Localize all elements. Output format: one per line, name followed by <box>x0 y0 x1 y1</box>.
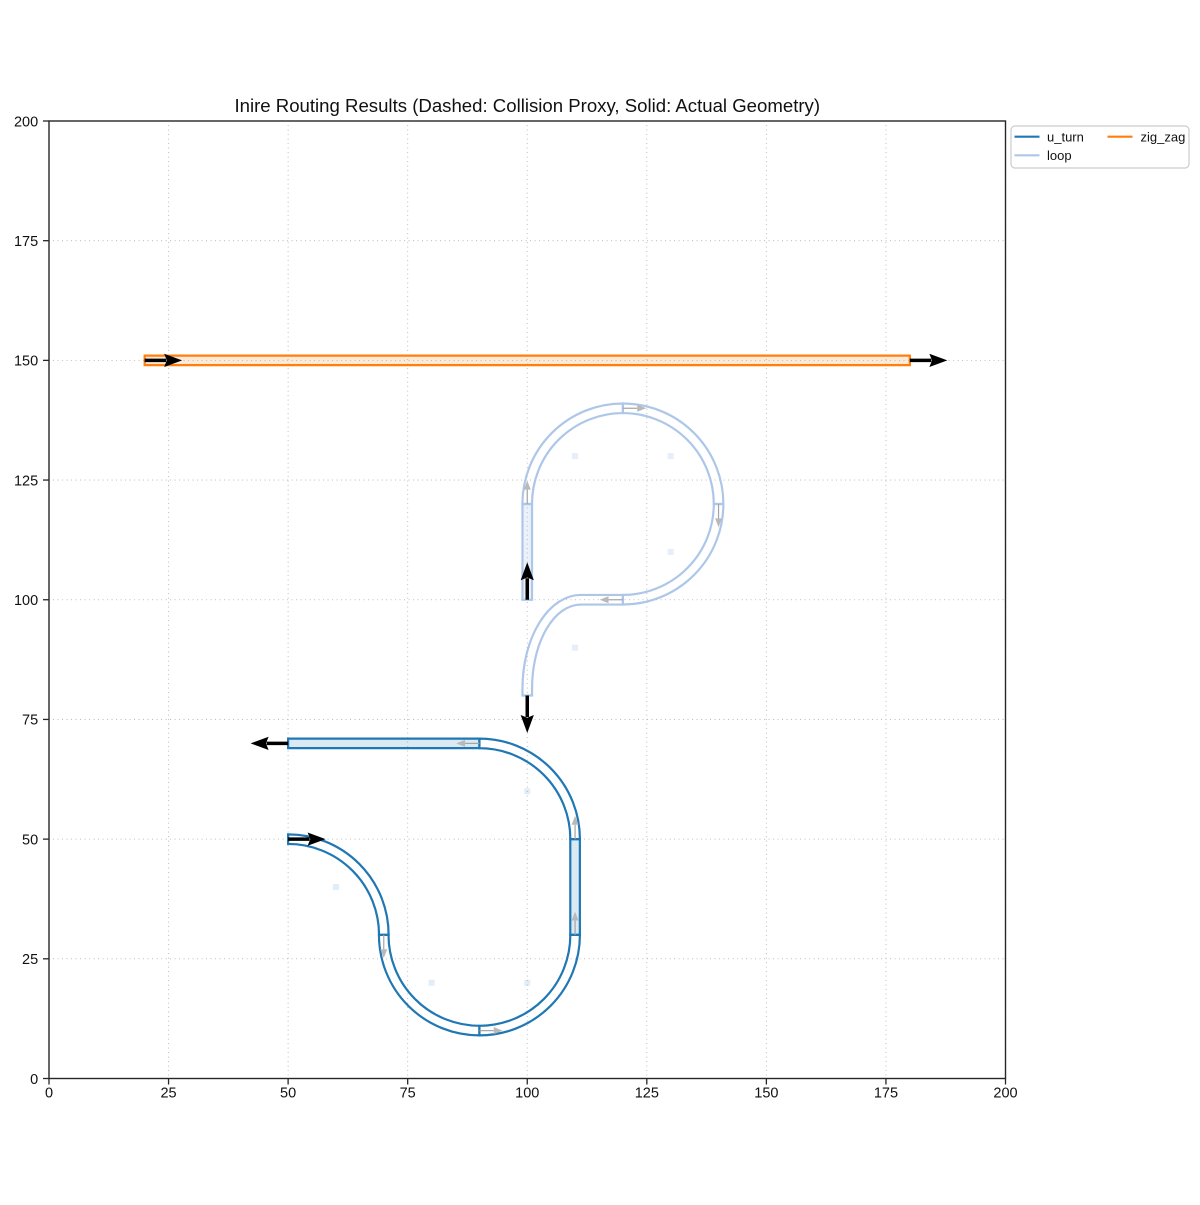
svg-text:25: 25 <box>160 1086 176 1102</box>
svg-text:75: 75 <box>22 713 38 729</box>
svg-text:125: 125 <box>635 1086 659 1102</box>
svg-text:0: 0 <box>30 1072 38 1088</box>
svg-text:50: 50 <box>22 832 38 848</box>
svg-text:0: 0 <box>45 1086 53 1102</box>
svg-text:u_turn: u_turn <box>1047 129 1084 144</box>
svg-text:100: 100 <box>515 1086 539 1102</box>
svg-text:175: 175 <box>14 234 38 250</box>
svg-text:Inire Routing Results (Dashed:: Inire Routing Results (Dashed: Collision… <box>234 95 820 116</box>
svg-text:25: 25 <box>22 952 38 968</box>
svg-text:100: 100 <box>14 593 38 609</box>
svg-text:200: 200 <box>14 114 38 130</box>
svg-text:loop: loop <box>1047 148 1072 163</box>
svg-text:zig_zag: zig_zag <box>1141 129 1186 144</box>
svg-text:200: 200 <box>993 1086 1017 1102</box>
svg-text:75: 75 <box>400 1086 416 1102</box>
svg-text:175: 175 <box>874 1086 898 1102</box>
svg-text:150: 150 <box>754 1086 778 1102</box>
svg-text:125: 125 <box>14 473 38 489</box>
svg-text:50: 50 <box>280 1086 296 1102</box>
svg-text:150: 150 <box>14 354 38 370</box>
